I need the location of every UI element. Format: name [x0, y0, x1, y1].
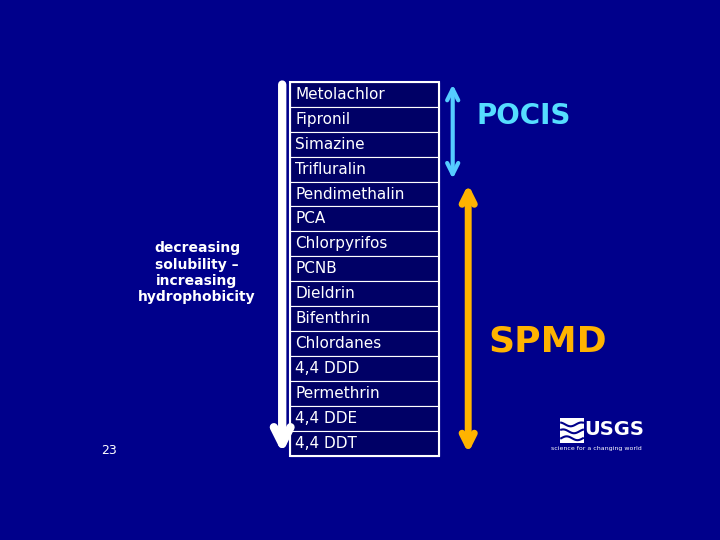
- Text: Trifluralin: Trifluralin: [295, 161, 366, 177]
- Bar: [290, 331, 438, 356]
- Text: Fipronil: Fipronil: [295, 112, 351, 127]
- Bar: [290, 356, 438, 381]
- Bar: [290, 256, 438, 281]
- Bar: [290, 232, 438, 256]
- Text: Bifenthrin: Bifenthrin: [295, 311, 371, 326]
- Text: 4,4 DDE: 4,4 DDE: [295, 411, 358, 426]
- Bar: [290, 381, 438, 406]
- Text: Dieldrin: Dieldrin: [295, 286, 355, 301]
- Bar: [290, 431, 438, 456]
- Text: decreasing
solubility –
increasing
hydrophobicity: decreasing solubility – increasing hydro…: [138, 241, 256, 304]
- Bar: [290, 132, 438, 157]
- Text: Metolachlor: Metolachlor: [295, 87, 385, 102]
- Text: 23: 23: [102, 444, 117, 457]
- Bar: [290, 281, 438, 306]
- Text: USGS: USGS: [584, 420, 644, 438]
- Text: 4,4 DDD: 4,4 DDD: [295, 361, 359, 376]
- Text: PCNB: PCNB: [295, 261, 337, 276]
- Text: POCIS: POCIS: [477, 102, 571, 130]
- Bar: [290, 206, 438, 232]
- Bar: [290, 406, 438, 431]
- Text: SPMD: SPMD: [488, 325, 606, 359]
- Bar: [290, 157, 438, 181]
- Bar: [559, 418, 585, 443]
- Text: 4,4 DDT: 4,4 DDT: [295, 436, 357, 451]
- Text: science for a changing world: science for a changing world: [551, 446, 642, 451]
- Text: Pendimethalin: Pendimethalin: [295, 186, 405, 201]
- Text: Chlorpyrifos: Chlorpyrifos: [295, 237, 388, 252]
- Text: PCA: PCA: [295, 212, 325, 226]
- Bar: [290, 306, 438, 331]
- Bar: [290, 107, 438, 132]
- Text: Simazine: Simazine: [295, 137, 365, 152]
- Bar: [290, 82, 438, 107]
- Text: Chlordanes: Chlordanes: [295, 336, 382, 351]
- Bar: [290, 181, 438, 206]
- Bar: [290, 82, 438, 456]
- Text: Permethrin: Permethrin: [295, 386, 380, 401]
